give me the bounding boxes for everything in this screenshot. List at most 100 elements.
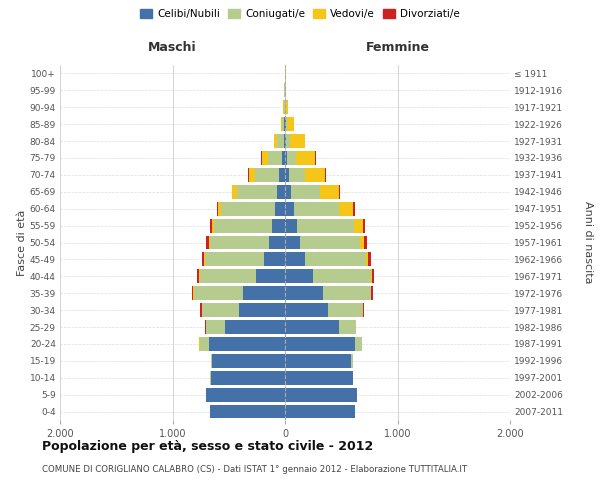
Bar (284, 117, 285, 131)
Bar (232, 185, 237, 198)
Bar (280, 168, 285, 182)
Bar (325, 168, 326, 182)
Bar (339, 320, 356, 334)
Bar (209, 404, 285, 418)
Bar (285, 286, 323, 300)
Bar (205, 252, 264, 266)
Bar (206, 236, 209, 250)
Bar (313, 270, 371, 283)
Bar (368, 252, 371, 266)
Bar (285, 303, 328, 317)
Bar (209, 218, 212, 232)
Bar (323, 286, 371, 300)
Bar (269, 236, 285, 250)
Bar (289, 168, 305, 182)
Bar (300, 236, 360, 250)
Bar (212, 354, 285, 368)
Bar (305, 252, 366, 266)
Bar (355, 337, 361, 351)
Bar (296, 151, 314, 165)
Bar (282, 151, 285, 165)
Bar (363, 218, 365, 232)
Bar (285, 236, 300, 250)
Bar (371, 270, 374, 283)
Bar (294, 202, 339, 215)
Bar (254, 168, 280, 182)
Bar (320, 185, 339, 198)
Bar (194, 286, 244, 300)
Bar (274, 134, 277, 148)
Bar (366, 252, 368, 266)
Bar (199, 270, 256, 283)
Bar (226, 320, 285, 334)
Bar (285, 354, 352, 368)
Bar (285, 371, 353, 384)
Bar (262, 151, 268, 165)
Y-axis label: Fasce di età: Fasce di età (17, 210, 27, 276)
Bar (206, 388, 285, 402)
Bar (211, 354, 212, 368)
Y-axis label: Anni di nascita: Anni di nascita (583, 201, 593, 284)
Bar (339, 185, 340, 198)
Bar (371, 286, 373, 300)
Bar (221, 202, 275, 215)
Bar (287, 117, 293, 131)
Bar (211, 371, 285, 384)
Bar (261, 151, 262, 165)
Bar (360, 236, 364, 250)
Bar (314, 151, 316, 165)
Bar (281, 117, 283, 131)
Bar (277, 134, 284, 148)
Text: COMUNE DI CORIGLIANO CALABRO (CS) - Dati ISTAT 1° gennaio 2012 - Elaborazione TU: COMUNE DI CORIGLIANO CALABRO (CS) - Dati… (42, 466, 467, 474)
Bar (277, 185, 285, 198)
Bar (202, 252, 204, 266)
Bar (199, 337, 209, 351)
Bar (249, 168, 254, 182)
Bar (286, 100, 288, 114)
Bar (237, 185, 277, 198)
Bar (275, 202, 285, 215)
Bar (239, 303, 285, 317)
Bar (256, 270, 285, 283)
Bar (209, 337, 285, 351)
Bar (363, 303, 364, 317)
Bar (244, 286, 285, 300)
Bar (212, 218, 214, 232)
Bar (286, 134, 290, 148)
Text: Maschi: Maschi (148, 41, 197, 54)
Bar (297, 218, 354, 232)
Bar (217, 202, 218, 215)
Bar (305, 168, 325, 182)
Bar (285, 270, 313, 283)
Bar (285, 388, 357, 402)
Bar (248, 168, 249, 182)
Bar (290, 134, 305, 148)
Text: Femmine: Femmine (365, 41, 430, 54)
Bar (283, 117, 284, 131)
Bar (214, 218, 272, 232)
Bar (286, 117, 287, 131)
Legend: Celibi/Nubili, Coniugati/e, Vedovi/e, Divorziati/e: Celibi/Nubili, Coniugati/e, Vedovi/e, Di… (136, 5, 464, 24)
Bar (209, 236, 269, 250)
Bar (218, 202, 221, 215)
Bar (328, 303, 363, 317)
Bar (287, 151, 296, 165)
Bar (285, 252, 305, 266)
Bar (197, 270, 199, 283)
Bar (284, 134, 285, 148)
Bar (354, 218, 363, 232)
Bar (272, 218, 285, 232)
Bar (285, 151, 287, 165)
Bar (352, 354, 353, 368)
Bar (285, 337, 355, 351)
Bar (268, 151, 282, 165)
Bar (285, 185, 291, 198)
Bar (339, 202, 353, 215)
Bar (291, 185, 320, 198)
Bar (202, 303, 239, 317)
Bar (200, 303, 202, 317)
Bar (285, 218, 297, 232)
Bar (285, 202, 294, 215)
Text: Popolazione per età, sesso e stato civile - 2012: Popolazione per età, sesso e stato civil… (42, 440, 373, 453)
Bar (206, 320, 226, 334)
